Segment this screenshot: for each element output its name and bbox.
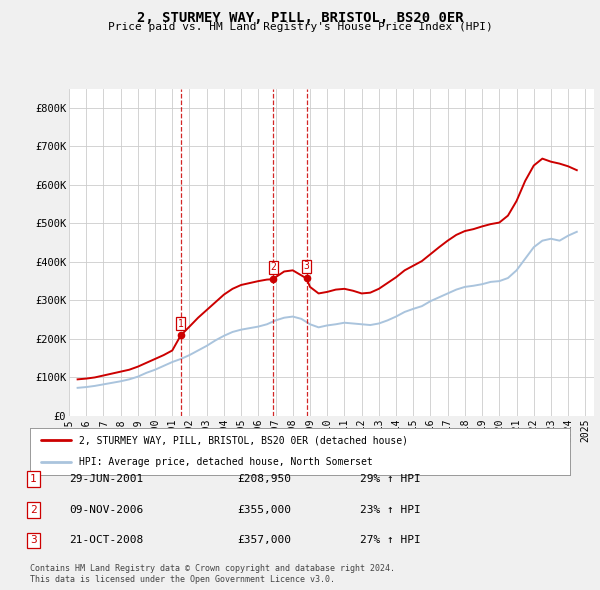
Text: 3: 3 xyxy=(304,261,310,271)
Text: This data is licensed under the Open Government Licence v3.0.: This data is licensed under the Open Gov… xyxy=(30,575,335,584)
Text: HPI: Average price, detached house, North Somerset: HPI: Average price, detached house, Nort… xyxy=(79,457,373,467)
Text: 2: 2 xyxy=(30,505,37,514)
Text: £357,000: £357,000 xyxy=(237,536,291,545)
Text: 3: 3 xyxy=(30,536,37,545)
Text: £355,000: £355,000 xyxy=(237,505,291,514)
Text: 27% ↑ HPI: 27% ↑ HPI xyxy=(360,536,421,545)
Text: 2: 2 xyxy=(270,263,276,272)
Text: Contains HM Land Registry data © Crown copyright and database right 2024.: Contains HM Land Registry data © Crown c… xyxy=(30,565,395,573)
Text: 2, STURMEY WAY, PILL, BRISTOL, BS20 0ER (detached house): 2, STURMEY WAY, PILL, BRISTOL, BS20 0ER … xyxy=(79,435,407,445)
Text: 29-JUN-2001: 29-JUN-2001 xyxy=(69,474,143,484)
Text: 09-NOV-2006: 09-NOV-2006 xyxy=(69,505,143,514)
Text: 21-OCT-2008: 21-OCT-2008 xyxy=(69,536,143,545)
Text: 2, STURMEY WAY, PILL, BRISTOL, BS20 0ER: 2, STURMEY WAY, PILL, BRISTOL, BS20 0ER xyxy=(137,11,463,25)
Text: 1: 1 xyxy=(30,474,37,484)
Text: 23% ↑ HPI: 23% ↑ HPI xyxy=(360,505,421,514)
Text: Price paid vs. HM Land Registry's House Price Index (HPI): Price paid vs. HM Land Registry's House … xyxy=(107,22,493,32)
Text: £208,950: £208,950 xyxy=(237,474,291,484)
Text: 1: 1 xyxy=(178,319,184,329)
Text: 29% ↑ HPI: 29% ↑ HPI xyxy=(360,474,421,484)
